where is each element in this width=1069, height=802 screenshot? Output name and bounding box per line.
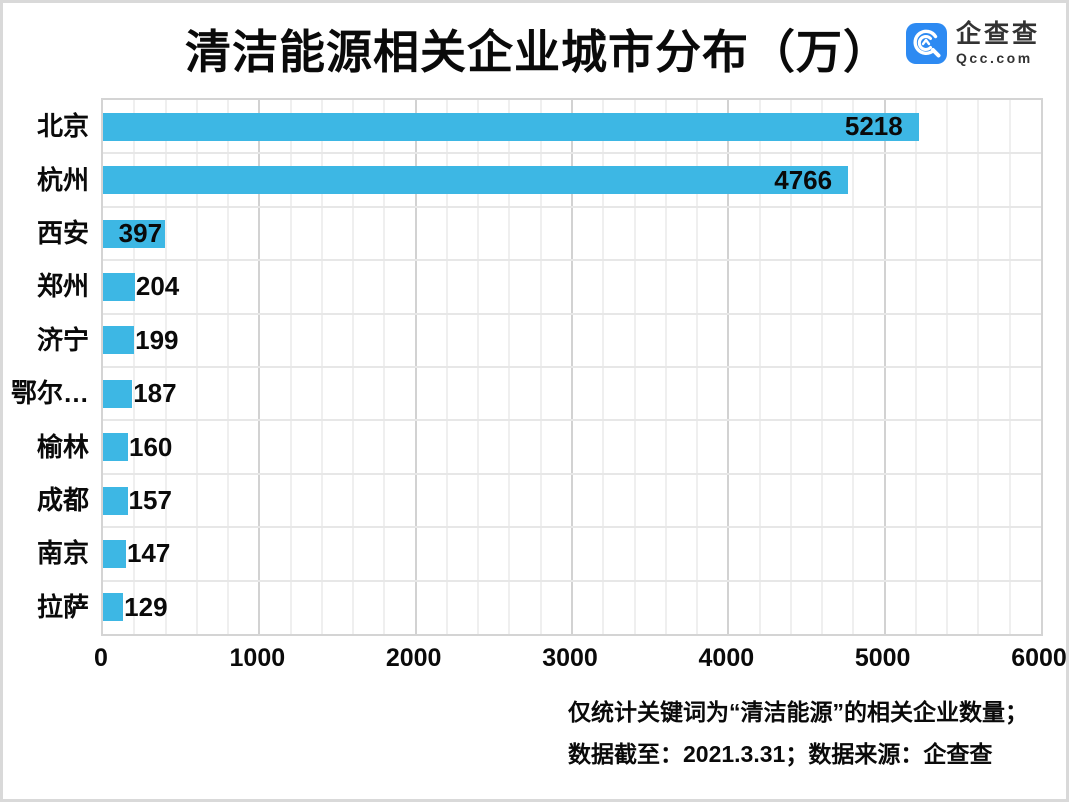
- x-tick-label: 2000: [385, 644, 442, 672]
- bar: [103, 326, 135, 355]
- gridline-h: [103, 259, 1041, 262]
- bar-value-label: 5218: [844, 111, 903, 142]
- footnote-line-1: 仅统计关键词为“清洁能源”的相关企业数量；: [568, 699, 1028, 725]
- bar-value-label: 147: [126, 538, 171, 569]
- bar: [103, 539, 126, 568]
- category-label: 杭州: [36, 164, 89, 195]
- gridline-h: [103, 472, 1041, 475]
- category-label: 拉萨: [36, 591, 89, 622]
- bar-value-label: 157: [128, 484, 172, 515]
- bar: [103, 433, 128, 462]
- footnotes: 仅统计关键词为“清洁能源”的相关企业数量； 数据截至：2021.3.31；数据来…: [568, 701, 1028, 785]
- gridline-h: [103, 312, 1041, 315]
- gridline-h: [103, 419, 1041, 422]
- bar-value-label: 4766: [774, 164, 833, 195]
- category-label: 成都: [36, 484, 89, 515]
- bar-value-label: 129: [124, 591, 168, 622]
- category-label: 郑州: [36, 271, 89, 302]
- bar: [103, 112, 919, 141]
- category-label: 北京: [36, 111, 89, 142]
- gridline-h: [103, 205, 1041, 208]
- category-label: 鄂尔…: [10, 378, 89, 409]
- x-tick-label: 5000: [854, 644, 911, 672]
- bar-value-label: 199: [135, 324, 179, 355]
- footnote-line-2: 数据截至：2021.3.31；数据来源：企查查: [568, 741, 993, 767]
- qcc-logo-domain: Qcc.com: [956, 50, 1033, 66]
- category-label: 南京: [36, 538, 89, 569]
- x-axis-labels: 0 1000 2000 3000 4000 5000 6000: [94, 644, 1067, 678]
- qcc-logo-name: 企查查: [956, 20, 1041, 48]
- bar-value-label: 397: [118, 217, 163, 248]
- y-axis-labels: 北京杭州西安郑州济宁鄂尔… 榆林成都南京拉萨: [3, 98, 89, 632]
- gridline-h: [103, 152, 1041, 155]
- category-label: 榆林: [36, 431, 89, 462]
- bar: [103, 593, 124, 622]
- gridline-h: [103, 526, 1041, 529]
- bar: [103, 379, 133, 408]
- bar: [103, 219, 166, 248]
- bar-value-label: 187: [133, 378, 177, 409]
- x-tick-label: 0: [94, 644, 108, 672]
- x-tick-label: 6000: [1011, 644, 1067, 672]
- bar-value-label: 204: [135, 271, 180, 302]
- category-label: 西安: [36, 217, 89, 248]
- qcc-logo: 企查查 Qcc.com: [906, 22, 1040, 65]
- chart-title: 清洁能源相关企业城市分布（万）: [185, 26, 890, 78]
- x-tick-label: 4000: [698, 644, 755, 672]
- bar: [103, 272, 135, 301]
- bar: [103, 486, 128, 515]
- x-tick-label: 1000: [229, 644, 286, 672]
- gridline-h: [103, 366, 1041, 368]
- category-label: 济宁: [36, 324, 89, 355]
- x-tick-label: 3000: [542, 644, 598, 672]
- plot-area: 5218 4766 397 204 199 187 160 157 147 129: [101, 98, 1043, 636]
- bar-value-label: 160: [129, 431, 173, 462]
- qcc-logo-text: 企查查 Qcc.com: [956, 20, 1041, 66]
- bar: [103, 166, 849, 195]
- qcc-logo-icon: [906, 23, 947, 64]
- gridline-h: [103, 579, 1041, 582]
